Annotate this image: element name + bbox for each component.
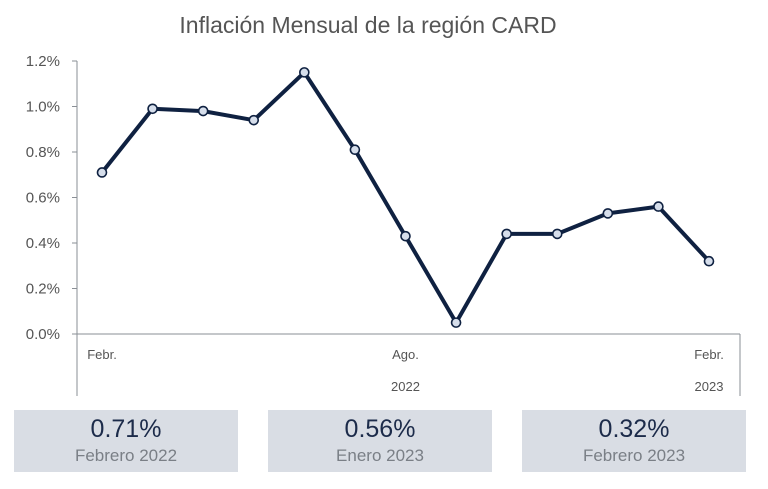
summary-card-1: 0.71% Febrero 2022	[14, 410, 238, 472]
card-label: Enero 2023	[336, 446, 424, 465]
x-tick-label: Ago.	[392, 347, 419, 362]
data-point	[197, 105, 209, 117]
y-tick-label: 1.0%	[26, 99, 60, 116]
y-axis: 0.0% 0.2% 0.4% 0.6% 0.8% 1.0% 1.2%	[26, 53, 78, 396]
card-label: Febrero 2022	[74, 446, 178, 465]
summary-card-2: 0.56% Enero 2023	[268, 410, 492, 472]
card-value: 0.56%	[344, 415, 416, 443]
data-point	[551, 228, 563, 240]
x-tick-label: Febr.	[694, 347, 724, 362]
data-point	[450, 317, 462, 328]
data-point	[703, 255, 715, 267]
series-group	[96, 67, 715, 328]
card-value: 0.71%	[90, 415, 162, 443]
data-point	[602, 208, 614, 219]
data-point	[653, 201, 664, 212]
data-point	[349, 144, 361, 156]
year-label: 2023	[695, 379, 724, 394]
summary-card-3: 0.32% Febrero 2023	[522, 410, 746, 472]
line-chart: Inflación Mensual de la región CARD 0.0%…	[26, 12, 741, 396]
y-tick-label: 0.6%	[26, 190, 60, 207]
data-point	[501, 228, 512, 240]
data-point	[147, 103, 158, 115]
y-tick-label: 0.2%	[26, 281, 60, 298]
y-tick-label: 0.8%	[26, 144, 60, 161]
chart-title: Inflación Mensual de la región CARD	[179, 12, 556, 38]
y-tick-label: 0.0%	[26, 326, 60, 343]
x-tick-label: Febr.	[87, 347, 117, 362]
data-point	[400, 230, 411, 242]
data-point	[248, 114, 260, 126]
y-tick-label: 0.4%	[26, 235, 60, 252]
card-value: 0.32%	[598, 415, 670, 443]
data-point	[96, 167, 108, 178]
year-label: 2022	[391, 379, 420, 394]
x-axis: Febr. Ago. Febr. 2022 2023	[77, 333, 741, 396]
y-tick-label: 1.2%	[26, 53, 60, 70]
series-line	[100, 70, 711, 325]
data-point	[299, 67, 310, 78]
card-label: Febrero 2023	[582, 446, 686, 465]
